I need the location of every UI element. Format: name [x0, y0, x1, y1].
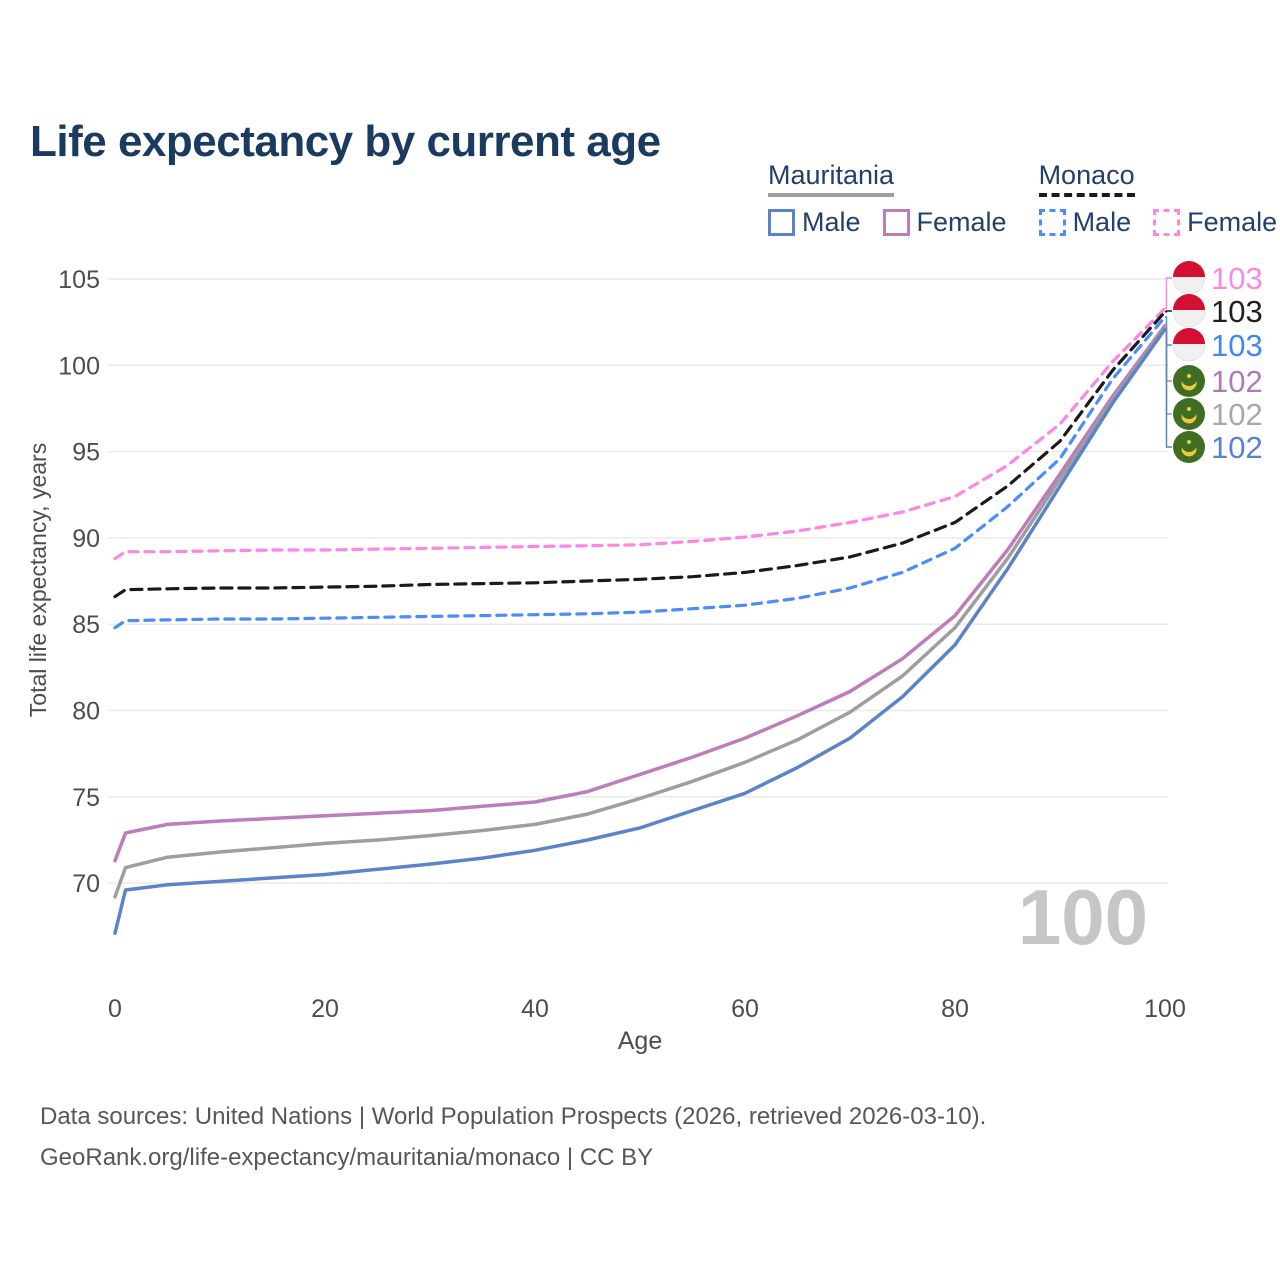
legend: Mauritania Male Female Monaco Male — [768, 160, 1277, 238]
legend-group-mauritania: Mauritania Male Female — [768, 160, 1007, 238]
y-tick-label: 100 — [58, 352, 100, 380]
x-tick-label: 60 — [731, 995, 759, 1023]
legend-group-label-monaco: Monaco — [1038, 160, 1135, 190]
legend-item-label: Female — [1187, 207, 1278, 237]
series-line-monaco-male[interactable] — [113, 315, 1167, 630]
mauritania-flag-icon — [1187, 374, 1191, 378]
series-line-monaco-both-sexes[interactable] — [113, 310, 1167, 599]
age-watermark: 100 — [1018, 873, 1148, 961]
attribution-line: GeoRank.org/life-expectancy/mauritania/m… — [40, 1144, 654, 1171]
series-line-monaco-female[interactable] — [113, 306, 1167, 561]
monaco-line-style-sample-icon — [1038, 193, 1135, 197]
monaco-flag-icon — [1173, 294, 1205, 310]
legend-item-label: Female — [916, 207, 1007, 237]
series-line-mauritania-both-sexes[interactable] — [113, 325, 1167, 899]
monaco-female-swatch-icon — [1153, 209, 1181, 236]
footer: Data sources: United Nations | World Pop… — [40, 1096, 986, 1178]
y-tick-label: 105 — [58, 266, 100, 294]
legend-item-mauritania-male[interactable]: Male — [768, 207, 861, 238]
x-tick-label: 40 — [521, 995, 549, 1023]
end-label-value-mauritania-both-sexes: 102 — [1211, 397, 1263, 432]
legend-item-label: Male — [802, 207, 861, 237]
legend-group-label-mauritania: Mauritania — [768, 160, 895, 190]
x-tick-label: 100 — [1144, 995, 1186, 1023]
legend-item-monaco-male[interactable]: Male — [1038, 207, 1132, 238]
legend-group-header-monaco[interactable]: Monaco — [1038, 160, 1135, 197]
series-line-mauritania-female[interactable] — [113, 323, 1167, 863]
end-label-value-mauritania-male: 102 — [1211, 430, 1263, 465]
y-tick-label: 85 — [72, 611, 100, 639]
legend-item-label: Male — [1072, 207, 1132, 237]
end-label-value-mauritania-female: 102 — [1211, 364, 1263, 399]
x-tick-label: 20 — [311, 995, 339, 1023]
end-label-leader-line — [1165, 277, 1172, 310]
y-tick-label: 95 — [72, 439, 100, 467]
mauritania-flag-icon — [1187, 440, 1191, 444]
y-tick-label: 70 — [72, 870, 100, 898]
monaco-flag-icon — [1173, 261, 1205, 277]
x-tick-label: 0 — [108, 995, 122, 1023]
mauritania-male-swatch-icon — [768, 209, 795, 236]
mauritania-flag-icon — [1187, 407, 1191, 411]
series-line-mauritania-male[interactable] — [113, 327, 1167, 935]
legend-item-mauritania-female[interactable]: Female — [882, 207, 1007, 238]
y-axis-title: Total life expectancy, years — [25, 443, 51, 717]
mauritania-female-swatch-icon — [882, 209, 910, 236]
monaco-male-swatch-icon — [1038, 209, 1066, 236]
page-title: Life expectancy by current age — [30, 117, 661, 167]
legend-group-monaco: Monaco Male Female — [1038, 160, 1277, 238]
legend-group-header-mauritania[interactable]: Mauritania — [768, 160, 895, 197]
end-label-leader-line — [1165, 328, 1172, 448]
y-tick-label: 90 — [72, 525, 100, 553]
legend-item-monaco-female[interactable]: Female — [1153, 207, 1277, 238]
end-label-leader-line — [1165, 310, 1172, 313]
x-axis-title: Age — [618, 1027, 662, 1055]
y-tick-label: 75 — [72, 784, 100, 812]
data-sources-line: Data sources: United Nations | World Pop… — [40, 1103, 987, 1130]
end-label-value-monaco-male: 103 — [1211, 328, 1263, 363]
y-tick-label: 80 — [72, 698, 100, 726]
end-label-value-monaco-female: 103 — [1211, 261, 1263, 296]
monaco-flag-icon — [1173, 328, 1205, 344]
mauritania-line-style-sample-icon — [768, 193, 895, 197]
x-tick-label: 80 — [941, 995, 969, 1023]
end-label-value-monaco-both-sexes: 103 — [1211, 294, 1263, 329]
